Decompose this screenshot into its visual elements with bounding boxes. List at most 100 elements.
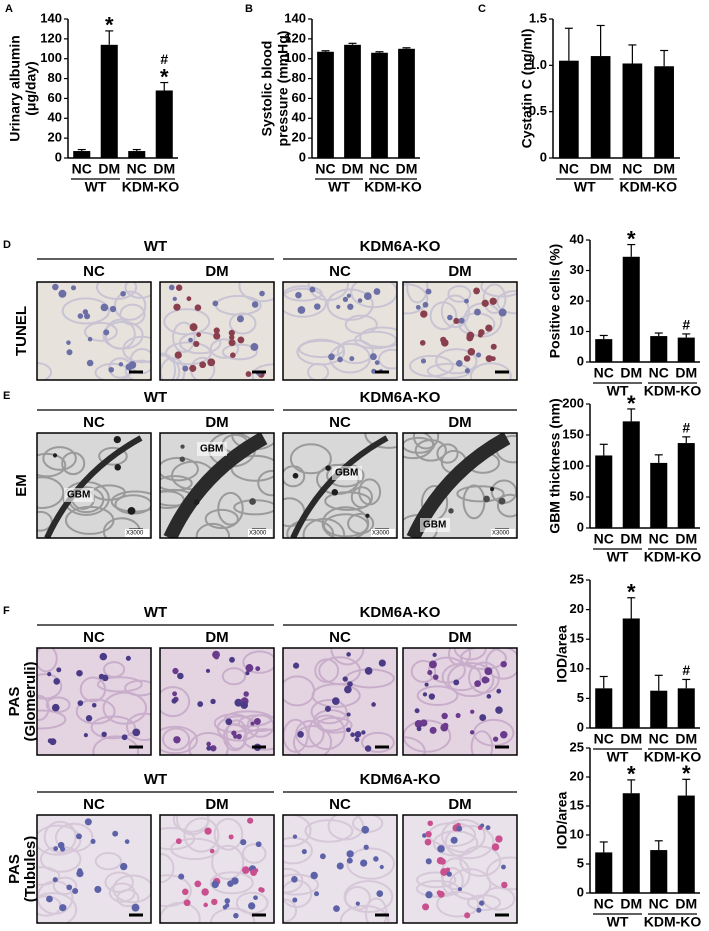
micrograph-frame bbox=[282, 432, 398, 539]
micrograph bbox=[402, 814, 518, 924]
nucleus bbox=[180, 444, 185, 449]
y-tick-label: 150 bbox=[562, 426, 584, 441]
group-header: WT bbox=[144, 389, 167, 406]
nucleus bbox=[309, 286, 316, 293]
nucleus bbox=[47, 672, 52, 677]
tissue bbox=[160, 826, 196, 851]
y-tick-label: 100 bbox=[562, 457, 584, 472]
bar bbox=[677, 688, 695, 728]
bar bbox=[371, 52, 388, 158]
y-tick-label: 10 bbox=[570, 826, 584, 841]
nucleus bbox=[168, 284, 175, 291]
significance-mark: * bbox=[627, 580, 636, 605]
column-header: DM bbox=[205, 414, 228, 431]
group-label: WT bbox=[574, 179, 596, 195]
tissue bbox=[296, 338, 346, 366]
nucleus bbox=[182, 888, 189, 896]
tissue bbox=[221, 667, 247, 686]
nucleus bbox=[378, 659, 386, 667]
tissue bbox=[75, 698, 116, 725]
y-tick-label: 40 bbox=[48, 110, 62, 125]
row-label: PAS bbox=[6, 854, 23, 884]
bar bbox=[677, 443, 695, 528]
group-header: WT bbox=[144, 238, 167, 255]
nucleus bbox=[371, 368, 377, 374]
nucleus bbox=[480, 823, 485, 828]
x-tick-label: DM bbox=[153, 161, 175, 177]
micrograph-content bbox=[160, 815, 274, 923]
tissue bbox=[183, 817, 220, 853]
nucleus bbox=[86, 359, 94, 367]
image-label: GBM bbox=[335, 468, 358, 479]
nucleus bbox=[464, 298, 469, 304]
nucleus bbox=[427, 670, 433, 676]
tissue bbox=[406, 282, 429, 304]
tissue bbox=[361, 731, 395, 753]
y-tick-label: 0 bbox=[577, 519, 584, 534]
nucleus bbox=[52, 877, 58, 883]
nucleus bbox=[314, 303, 321, 310]
y-tick-label: 10 bbox=[570, 323, 584, 338]
micrograph-frame bbox=[159, 281, 275, 381]
nucleus bbox=[237, 336, 245, 344]
significance-mark: * bbox=[627, 762, 636, 787]
tissue bbox=[37, 866, 61, 886]
bar bbox=[595, 339, 613, 362]
tissue bbox=[377, 348, 397, 370]
nucleus bbox=[248, 902, 256, 910]
nucleus bbox=[211, 898, 218, 906]
micrograph: GBM X3000 bbox=[36, 432, 152, 539]
nucleus bbox=[197, 701, 204, 707]
nucleus bbox=[361, 730, 366, 735]
nucleus bbox=[354, 737, 360, 742]
nucleus bbox=[224, 903, 230, 908]
nucleus bbox=[447, 314, 453, 321]
nucleus bbox=[127, 506, 136, 515]
x-tick-label: NC bbox=[649, 896, 669, 912]
nucleus bbox=[364, 667, 373, 675]
nucleus bbox=[292, 897, 298, 903]
nucleus bbox=[448, 508, 454, 514]
micrograph-content bbox=[283, 815, 397, 923]
x-tick-label: DM bbox=[620, 365, 642, 381]
nucleus bbox=[212, 300, 219, 307]
nucleus bbox=[75, 833, 82, 840]
y-axis-label: Urinary albumin bbox=[7, 35, 23, 142]
nucleus bbox=[188, 337, 193, 343]
micrograph bbox=[36, 814, 152, 924]
y-tick-label: 0 bbox=[540, 149, 547, 164]
nucleus bbox=[491, 843, 500, 851]
nucleus bbox=[297, 306, 306, 314]
nucleus bbox=[172, 296, 177, 302]
x-tick-label: DM bbox=[675, 531, 697, 547]
y-tick-label: 0.5 bbox=[529, 103, 547, 118]
nucleus bbox=[83, 733, 88, 738]
nucleus bbox=[457, 887, 462, 892]
nucleus bbox=[53, 846, 59, 852]
nucleus bbox=[350, 732, 355, 737]
column-header: NC bbox=[329, 629, 351, 646]
significance-mark: * bbox=[105, 13, 114, 38]
tissue bbox=[283, 873, 319, 896]
nucleus bbox=[103, 329, 110, 336]
row-label: (Glomeruli) bbox=[22, 661, 39, 741]
tissue bbox=[160, 725, 198, 755]
group-label: KDM-KO bbox=[644, 383, 702, 399]
nucleus bbox=[485, 355, 493, 363]
nucleus bbox=[94, 885, 102, 893]
nucleus bbox=[360, 859, 368, 867]
nucleus bbox=[486, 694, 492, 699]
column-header: DM bbox=[448, 629, 471, 646]
tissue bbox=[354, 330, 397, 350]
y-tick-label: 80 bbox=[292, 70, 306, 85]
tissue bbox=[160, 456, 199, 482]
nucleus bbox=[466, 334, 474, 342]
nucleus bbox=[224, 898, 231, 904]
micrograph bbox=[402, 647, 518, 756]
nucleus bbox=[373, 288, 381, 295]
tissue bbox=[104, 871, 134, 893]
nucleus bbox=[91, 702, 97, 708]
y-tick-label: 0 bbox=[577, 353, 584, 368]
tissue bbox=[225, 719, 248, 750]
column-header: DM bbox=[205, 629, 228, 646]
